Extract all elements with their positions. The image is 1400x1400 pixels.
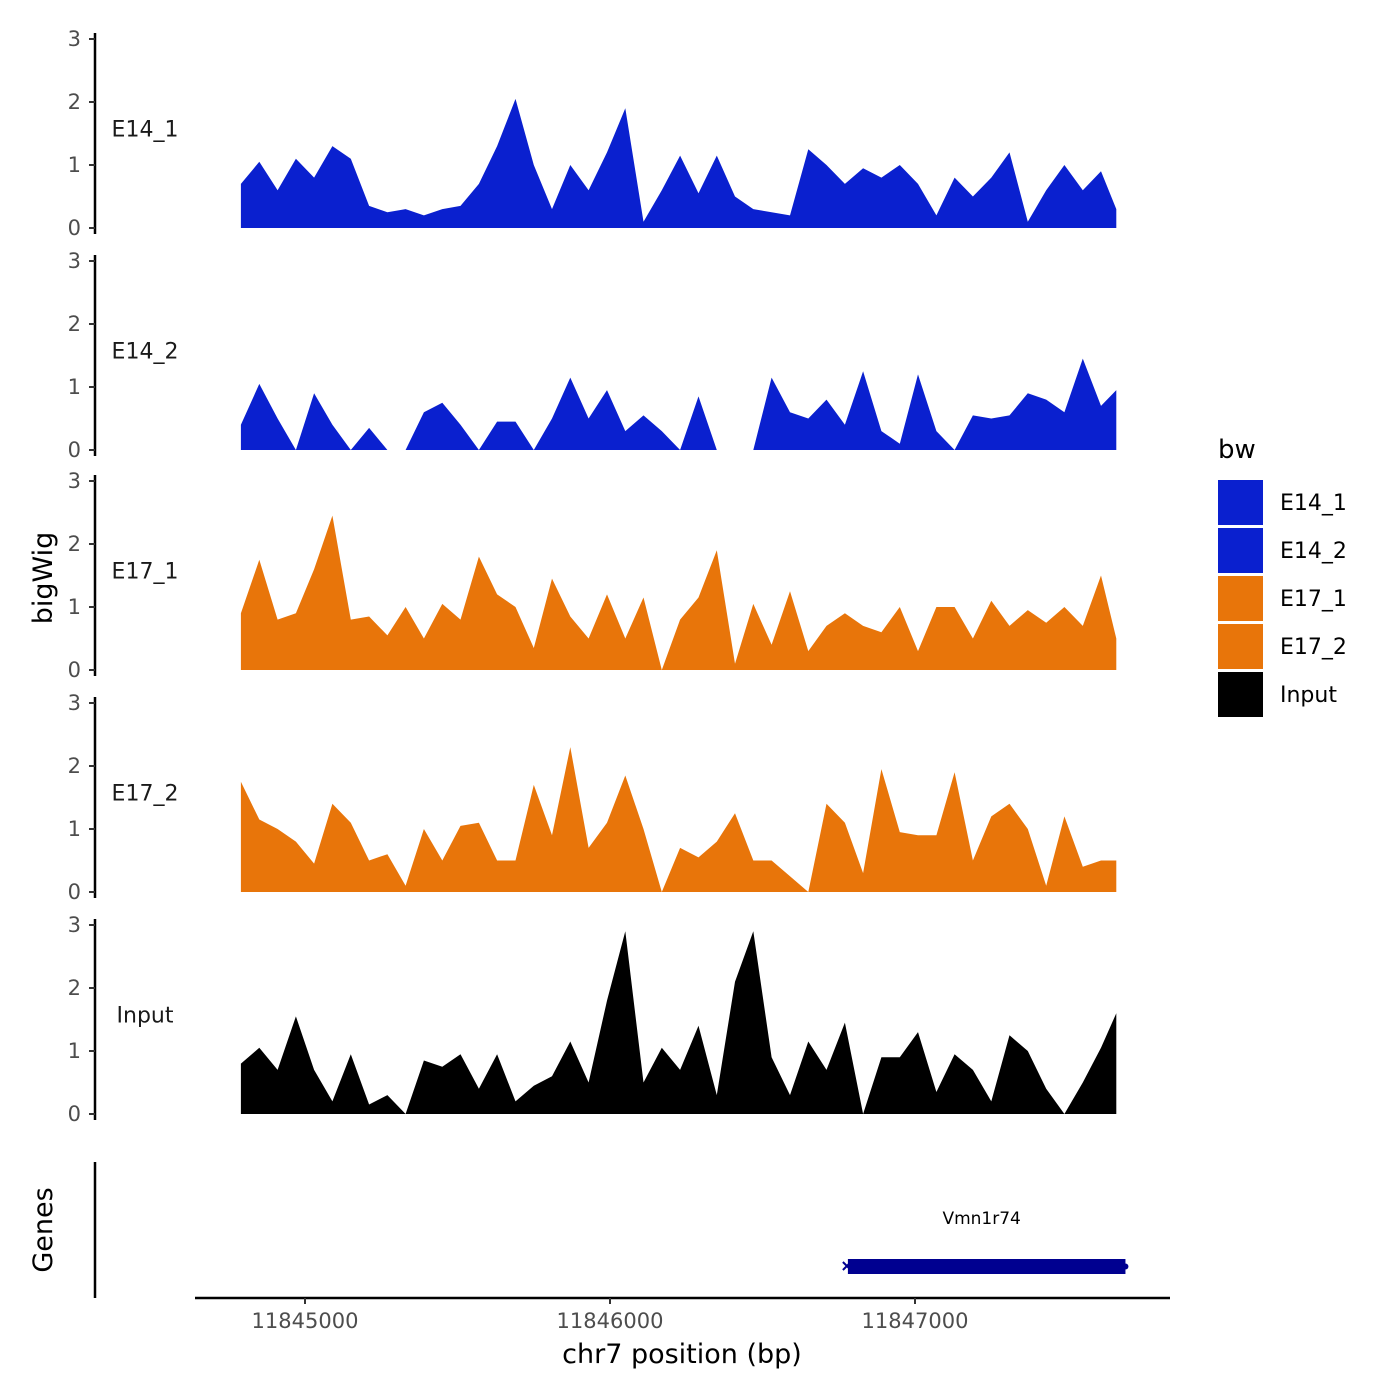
track-label: E14_2 xyxy=(112,340,179,365)
legend-label-e14-1: E14_1 xyxy=(1280,491,1347,516)
coverage-area-e14-2 xyxy=(240,358,1117,450)
legend-label-e17-2: E17_2 xyxy=(1280,635,1347,660)
legend-label-e14-2: E14_2 xyxy=(1280,539,1347,564)
y-tick-label: 0 xyxy=(68,880,81,904)
coverage-area-e17-2 xyxy=(240,747,1117,892)
track-input: 0 1 2 3 Input xyxy=(68,913,1117,1126)
track-label: E17_2 xyxy=(112,782,179,807)
y-tick-label: 0 xyxy=(68,438,81,462)
legend-label-e17-1: E17_1 xyxy=(1280,587,1347,612)
y-tick-label: 2 xyxy=(68,532,81,556)
legend-key-e14-2 xyxy=(1218,528,1263,573)
track-label: E17_1 xyxy=(112,560,179,585)
x-axis-title: chr7 position (bp) xyxy=(562,1339,802,1370)
track-e17-2: 0 1 2 3 E17_2 xyxy=(68,691,1117,904)
y-tick-label: 3 xyxy=(68,691,81,715)
coverage-area-e17-1 xyxy=(240,515,1117,670)
y-tick-label: 0 xyxy=(68,216,81,240)
y-tick-label: 1 xyxy=(68,375,81,399)
gene-start-marker xyxy=(842,1261,852,1271)
y-tick-label: 2 xyxy=(68,312,81,336)
coverage-area-e14-1 xyxy=(240,98,1117,229)
coverage-tracks: 0 1 2 3 E14_1 0 1 2 3 E14_2 0 1 2 3 E17_1 0 1 2 3 E17_2 0 1 2 3… xyxy=(68,27,1117,1126)
gene-panel: Vmn1r74 xyxy=(93,1162,1129,1298)
y-tick-label: 1 xyxy=(68,153,81,177)
y-tick-label: 1 xyxy=(68,1039,81,1063)
y-axis-title: bigWig xyxy=(28,532,59,625)
y-tick-label: 3 xyxy=(68,27,81,51)
y-tick-label: 3 xyxy=(68,913,81,937)
y-tick-label: 0 xyxy=(68,658,81,682)
y-axis-titles: bigWig Genes xyxy=(28,532,59,1273)
legend-title: bw xyxy=(1218,435,1256,465)
y-tick-label: 2 xyxy=(68,976,81,1000)
legend-key-e14-1 xyxy=(1218,480,1263,525)
track-e14-1: 0 1 2 3 E14_1 xyxy=(68,27,1117,240)
coverage-area-input xyxy=(240,931,1117,1114)
track-e14-2: 0 1 2 3 E14_2 xyxy=(68,249,1117,462)
x-axis: chr7 position (bp) 11845000 11846000 11847… xyxy=(195,1296,1170,1370)
track-e17-1: 0 1 2 3 E17_1 xyxy=(68,469,1117,682)
track-label: E14_1 xyxy=(112,118,179,143)
y-tick-label: 3 xyxy=(68,469,81,493)
gene-label: Vmn1r74 xyxy=(942,1209,1020,1229)
gene-end-marker xyxy=(1122,1263,1129,1270)
y-tick-label: 1 xyxy=(68,595,81,619)
legend-key-e17-2 xyxy=(1218,624,1263,669)
legend: bw E14_1 E14_2 E17_1 E17_2 Input xyxy=(1218,435,1347,717)
y-tick-label: 3 xyxy=(68,249,81,273)
legend-label-input: Input xyxy=(1280,683,1337,708)
gene-body-vmn1r74 xyxy=(847,1259,1126,1274)
legend-key-e17-1 xyxy=(1218,576,1263,621)
x-tick-label: 11847000 xyxy=(862,1309,969,1333)
track-label: Input xyxy=(117,1004,174,1029)
y-tick-label: 0 xyxy=(68,1102,81,1126)
y-tick-label: 2 xyxy=(68,90,81,114)
x-tick-label: 11846000 xyxy=(557,1309,664,1333)
genes-axis-title: Genes xyxy=(28,1187,59,1272)
legend-key-input xyxy=(1218,672,1263,717)
y-tick-label: 1 xyxy=(68,817,81,841)
y-tick-label: 2 xyxy=(68,754,81,778)
x-tick-label: 11845000 xyxy=(252,1309,359,1333)
